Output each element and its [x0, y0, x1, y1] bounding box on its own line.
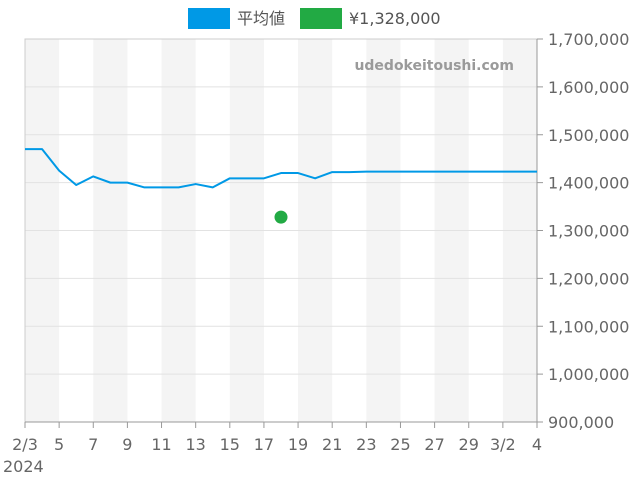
x-tick-label: 15	[220, 435, 240, 454]
y-tick-label: 1,300,000	[548, 222, 629, 241]
y-tick-label: 1,200,000	[548, 269, 629, 288]
x-tick-label: 5	[54, 435, 64, 454]
y-tick-label: 1,100,000	[548, 317, 629, 336]
y-tick-label: 1,700,000	[548, 30, 629, 49]
series-layer	[25, 148, 537, 224]
x-tick-label: 27	[424, 435, 444, 454]
y-tick-label: 1,600,000	[548, 78, 629, 97]
legend[interactable]: 平均値 ¥1,328,000	[188, 8, 441, 29]
y-axis: 1,700,000 1,600,000 1,500,000 1,400,000 1,30…	[536, 30, 629, 432]
listing-price-point[interactable]	[274, 210, 288, 224]
x-tick-label: 13	[185, 435, 205, 454]
x-tick-label: 29	[459, 435, 479, 454]
x-tick-label: 23	[356, 435, 376, 454]
x-tick-label: 19	[288, 435, 308, 454]
x-tick-label: 11	[151, 435, 171, 454]
x-tick-label: 3/2	[490, 435, 516, 454]
legend-swatch-average[interactable]	[188, 8, 230, 29]
x-axis: 2/3 5 7 9 11 13 15 17 19 21 23 25 27 29 3/2 4	[12, 421, 542, 454]
watermark: udedokeitoushi.com	[354, 58, 514, 74]
series-line-average	[25, 148, 537, 189]
x-tick-label: 25	[390, 435, 410, 454]
legend-label-listing-price[interactable]: ¥1,328,000	[349, 9, 441, 28]
x-tick-label: 7	[88, 435, 98, 454]
y-tick-label: 1,400,000	[548, 174, 629, 193]
y-tick-label: 1,500,000	[548, 126, 629, 145]
x-tick-label: 21	[322, 435, 342, 454]
y-tick-label: 900,000	[548, 413, 614, 432]
x-axis-year-label: 2024	[3, 457, 44, 476]
x-tick-label: 9	[122, 435, 132, 454]
y-tick-label: 1,000,000	[548, 365, 629, 384]
legend-swatch-listing-price[interactable]	[300, 8, 342, 29]
legend-label-average[interactable]: 平均値	[237, 9, 285, 28]
x-tick-label: 17	[254, 435, 274, 454]
x-tick-label: 4	[532, 435, 542, 454]
x-tick-label: 2/3	[12, 435, 38, 454]
